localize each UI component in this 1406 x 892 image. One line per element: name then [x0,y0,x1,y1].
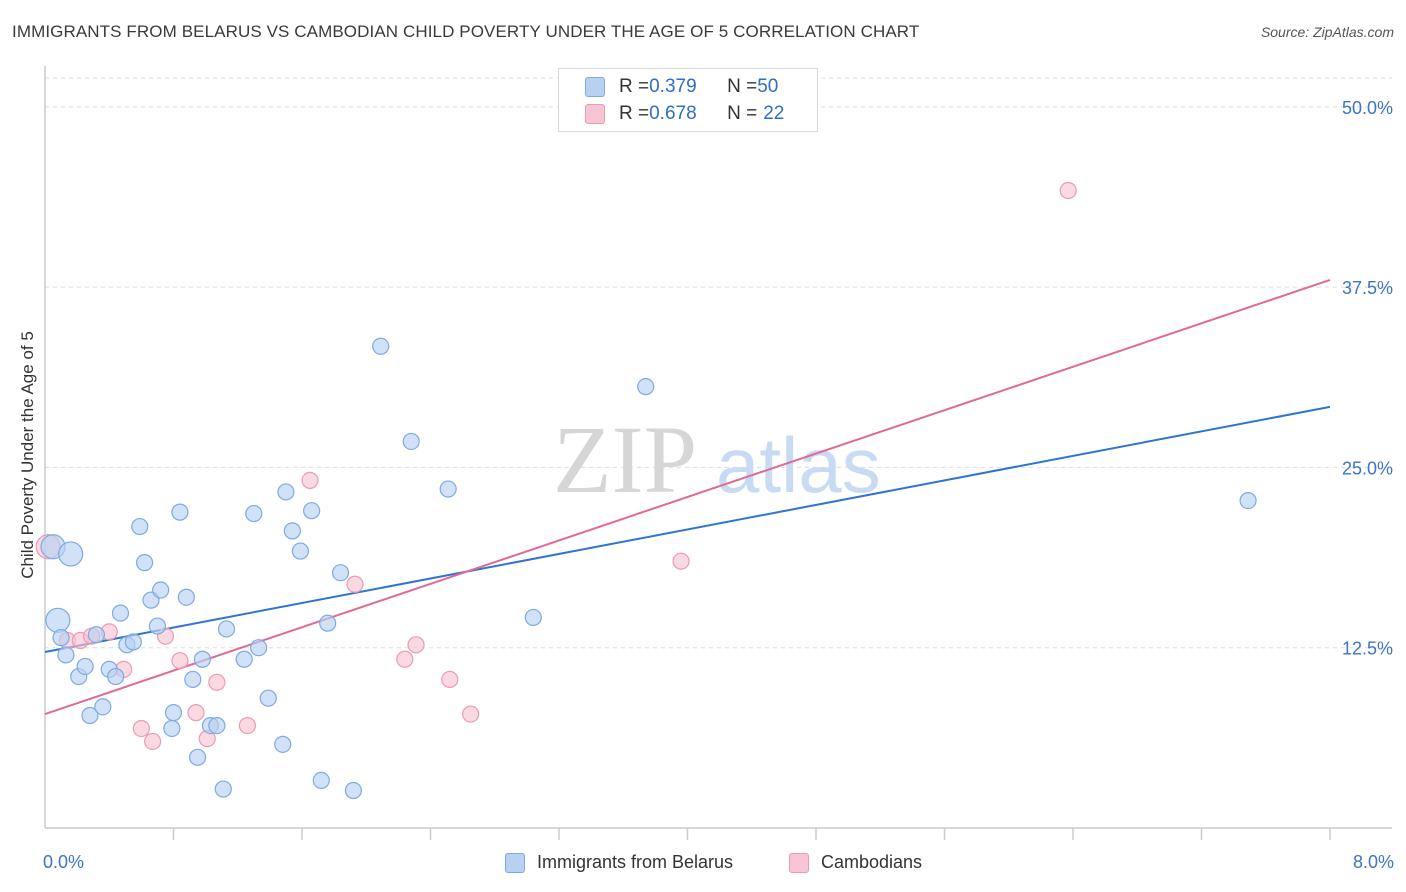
data-point-belarus [45,607,71,633]
data-point-belarus [52,629,70,647]
data-point-belarus [245,504,263,523]
data-point-belarus [58,541,84,567]
data-point-belarus [344,781,362,800]
data-point-cambodians [144,732,162,751]
data-point-belarus [94,698,112,716]
x-tick-max: 8.0% [1352,852,1394,872]
data-point-belarus [135,554,154,572]
data-point-belarus [331,564,350,582]
data-point-belarus [312,771,330,790]
y-tick-label: 37.5% [1342,278,1393,298]
data-point-belarus [177,588,195,606]
data-point-belarus [131,517,149,536]
watermark-atlas: atlas [716,421,881,509]
belarus-swatch [505,852,525,873]
data-point-belarus [637,378,655,396]
data-point-belarus [274,735,292,753]
data-point-cambodians [1059,181,1077,200]
n-value-belarus: 50 [757,76,779,97]
data-point-belarus [217,620,236,638]
data-points [35,181,1257,800]
data-point-belarus [208,716,226,735]
data-point-belarus [163,719,181,738]
data-point-belarus [1239,491,1257,510]
data-point-cambodians [208,673,226,691]
data-point-belarus [81,706,99,725]
data-point-belarus [372,337,390,355]
y-tick-labels: 12.5% 25.0% 37.5% 50.0% [1342,98,1393,659]
x-tick-min: 0.0% [43,852,85,872]
data-point-belarus [193,650,212,668]
r-label: R = [619,103,650,124]
y-axis-label: Child Poverty Under the Age of 5 [18,331,37,579]
data-point-belarus [57,646,75,664]
data-point-belarus [277,483,295,501]
data-point-cambodians [346,575,364,593]
belarus-swatch [585,77,605,97]
trend-line-cambodians [44,278,1331,716]
correlation-legend: R = 0.379 N = 50 R = 0.678 N = 22 [558,68,818,132]
data-point-belarus [250,639,268,657]
legend-label-cambodians: Cambodians [821,852,923,872]
data-point-belarus [152,581,170,599]
data-point-cambodians [238,716,256,735]
data-point-cambodians [462,705,480,723]
y-tick-label: 12.5% [1342,639,1393,659]
watermark-zip: ZIP [553,406,697,513]
data-point-belarus [524,608,542,627]
legend-row-cambodians: R = 0.678 N = 22 [585,102,784,126]
legend-item-cambodians: Cambodians [789,852,922,873]
data-point-belarus [148,617,167,635]
data-point-belarus [184,670,202,689]
data-point-cambodians [187,704,205,722]
legend-item-belarus: Immigrants from Belarus [505,852,733,873]
y-tick-label: 50.0% [1342,98,1393,118]
data-point-belarus [124,633,142,651]
cambodians-swatch [585,104,605,124]
data-point-belarus [402,432,420,451]
data-point-belarus [107,667,125,686]
r-value-cambodians: 0.678 [649,103,697,124]
data-point-belarus [87,626,106,644]
y-tick-label: 25.0% [1342,458,1393,478]
trend-lines [44,278,1331,716]
data-point-belarus [235,650,253,668]
data-point-belarus [214,780,232,798]
data-point-belarus [171,503,189,521]
data-point-belarus [76,657,94,676]
watermark: ZIP atlas [553,406,881,513]
data-point-belarus [283,522,301,540]
cambodians-swatch [789,852,809,873]
data-point-belarus [111,604,130,622]
data-point-belarus [303,502,321,520]
data-point-cambodians [132,719,150,738]
chart-title: IMMIGRANTS FROM BELARUS VS CAMBODIAN CHI… [12,22,920,41]
n-label: N = [727,76,758,97]
grid-lines [45,77,1392,649]
r-value-belarus: 0.379 [649,76,697,97]
data-point-belarus [188,748,207,766]
data-point-belarus [259,689,277,707]
data-point-cambodians [301,471,319,490]
legend-label-belarus: Immigrants from Belarus [537,852,734,872]
data-point-belarus [291,542,309,560]
source-label: Source: ZipAtlas.com [1260,24,1394,40]
n-value-cambodians: 22 [763,103,785,124]
r-label: R = [619,76,650,97]
data-point-cambodians [441,670,459,689]
data-point-cambodians [171,652,189,670]
data-point-cambodians [407,636,425,654]
axes [44,66,1392,840]
data-point-belarus [439,480,457,498]
data-point-belarus [319,614,337,632]
data-point-cambodians [396,650,414,668]
data-point-belarus [164,704,183,722]
n-label: N = [727,103,758,124]
legend-row-belarus: R = 0.379 N = 50 [585,75,778,99]
series-legend: Immigrants from Belarus Cambodians [0,852,1406,878]
trend-line-belarus [44,405,1331,654]
data-point-cambodians [672,552,690,570]
